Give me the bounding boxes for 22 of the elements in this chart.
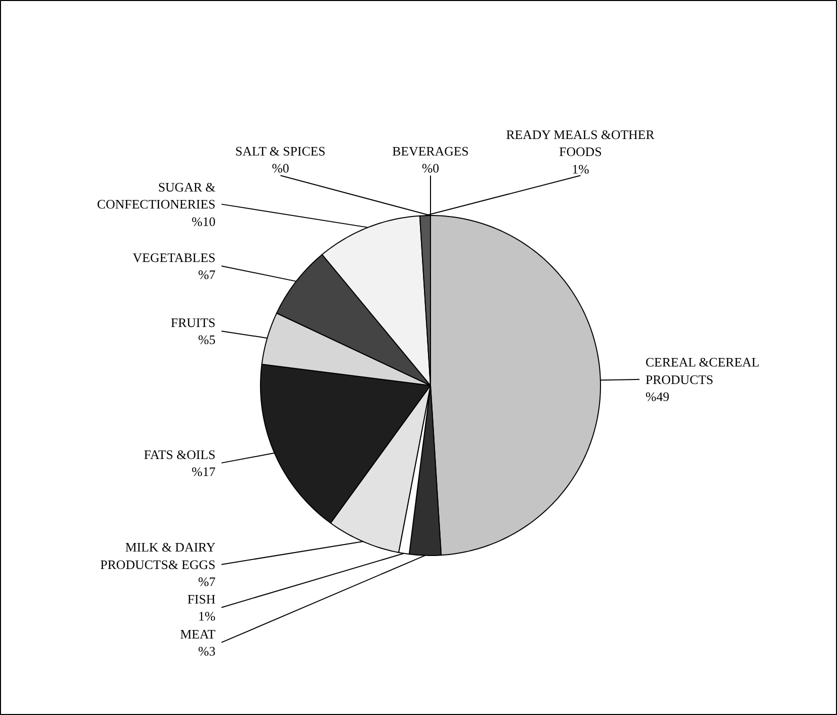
data-label: %5 [198, 332, 216, 348]
text: %0 [272, 160, 290, 176]
category-label: SALT & SPICES [235, 143, 326, 158]
text: %0 [422, 160, 440, 176]
slice-label: MILK & DAIRY PRODUCTS& EGGS [100, 540, 216, 572]
data-label: 1% [572, 161, 590, 176]
slice-label: CEREAL &CEREAL PRODUCTS [646, 354, 760, 387]
slice-label: FISH [187, 591, 216, 606]
slice-label: FATS &OILS [144, 446, 216, 462]
data-label: %17 [192, 464, 216, 480]
data-label: %10 [192, 214, 216, 229]
slice-label: READY MEALS &OTHER FOODS [506, 126, 655, 159]
slice-label: FRUITS [170, 314, 216, 330]
slice-label: VEGETABLES [132, 250, 216, 265]
slice-label: SUGAR & CONFECTIONERIES [97, 179, 216, 212]
category-label: BEVERAGES [392, 143, 469, 158]
data-label: %49 [646, 389, 670, 404]
data-label: %7 [198, 267, 216, 282]
data-label: 1% [198, 608, 216, 624]
data-label: %3 [198, 644, 216, 659]
data-label: %7 [198, 574, 216, 590]
slice-label: MEAT [180, 626, 216, 642]
